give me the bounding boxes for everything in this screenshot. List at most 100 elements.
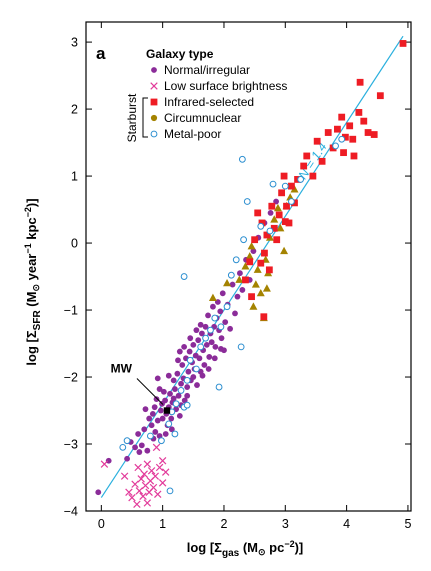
point-low-surface-brightness xyxy=(147,467,156,475)
point-normal-irregular xyxy=(95,489,102,496)
point-metal-poor xyxy=(197,343,205,351)
point-normal-irregular xyxy=(196,355,203,362)
point-circumnuclear xyxy=(253,265,262,273)
point-infrared-selected xyxy=(260,313,268,321)
point-infrared-selected xyxy=(258,219,266,227)
plot-frame xyxy=(85,21,412,512)
x-axis-title: log [Σgas (M⊙ pc−2)] xyxy=(187,539,304,559)
point-metal-poor xyxy=(297,176,305,183)
mw-label: MW xyxy=(111,362,133,376)
point-normal-irregular xyxy=(219,290,226,297)
point-infrared-selected xyxy=(248,293,255,301)
point-normal-irregular xyxy=(157,407,164,414)
point-normal-irregular xyxy=(186,348,193,355)
point-normal-irregular xyxy=(151,404,158,411)
point-infrared-selected xyxy=(285,219,293,227)
point-low-surface-brightness-stroke xyxy=(155,463,164,472)
point-infrared-selected xyxy=(376,92,384,100)
legend-title: Galaxy type xyxy=(146,47,214,61)
point-metal-poor xyxy=(240,236,247,244)
y-tick-label: 2 xyxy=(71,103,78,117)
y-tick-label: −1 xyxy=(64,304,78,318)
y-axis-title-prefix: log [Σ xyxy=(24,330,39,365)
legend-marker xyxy=(151,67,157,73)
point-circumnuclear xyxy=(245,252,254,260)
point-normal-irregular xyxy=(199,372,206,379)
point-low-surface-brightness xyxy=(120,472,129,480)
point-low-surface-brightness-stroke xyxy=(134,463,142,472)
point-normal-irregular xyxy=(135,431,142,437)
point-normal-irregular xyxy=(203,341,210,348)
data-points xyxy=(95,40,407,509)
legend-marker xyxy=(150,82,158,90)
point-normal-irregular xyxy=(146,415,153,422)
legend-marker-stroke xyxy=(150,82,158,90)
point-normal-irregular xyxy=(136,449,143,455)
legend-label: Infrared-selected xyxy=(164,95,254,109)
fit-line xyxy=(100,35,404,498)
y-axis-title-suffix: (M xyxy=(24,292,39,311)
point-infrared-selected xyxy=(251,236,259,244)
point-metal-poor xyxy=(332,142,339,150)
point-low-surface-brightness xyxy=(135,487,144,495)
point-normal-irregular xyxy=(237,270,243,277)
point-infrared-selected xyxy=(355,109,363,116)
point-normal-irregular xyxy=(156,386,163,392)
point-infrared-selected xyxy=(349,135,357,143)
point-normal-irregular xyxy=(170,395,177,402)
point-normal-irregular xyxy=(232,310,238,317)
point-normal-irregular xyxy=(184,392,191,399)
point-normal-irregular xyxy=(176,348,183,355)
point-low-surface-brightness-stroke xyxy=(135,487,144,495)
point-normal-irregular xyxy=(132,444,138,451)
point-metal-poor xyxy=(192,365,200,373)
point-normal-irregular xyxy=(222,319,229,325)
y-tick-label: 0 xyxy=(71,237,78,251)
point-infrared-selected xyxy=(309,172,317,180)
x-tick-label: 4 xyxy=(343,517,350,531)
point-circumnuclear xyxy=(241,262,250,270)
point-normal-irregular xyxy=(205,312,211,319)
point-metal-poor xyxy=(158,437,165,445)
point-circumnuclear xyxy=(270,215,279,223)
point-normal-irregular xyxy=(167,390,173,397)
point-low-surface-brightness-stroke xyxy=(125,488,133,496)
point-low-surface-brightness xyxy=(143,460,152,468)
point-metal-poor xyxy=(171,430,179,438)
point-normal-irregular xyxy=(229,281,236,288)
point-metal-poor xyxy=(269,180,277,188)
point-normal-irregular xyxy=(195,337,202,344)
point-infrared-selected xyxy=(399,40,407,47)
point-infrared-selected xyxy=(334,125,341,133)
point-normal-irregular xyxy=(162,431,169,437)
point-metal-poor xyxy=(338,135,346,143)
point-normal-irregular xyxy=(141,426,148,433)
point-normal-irregular xyxy=(221,347,227,354)
point-low-surface-brightness-stroke xyxy=(151,472,160,480)
point-normal-irregular xyxy=(144,447,151,454)
point-infrared-selected xyxy=(273,236,281,244)
point-infrared-selected xyxy=(340,149,347,157)
point-normal-irregular xyxy=(190,374,197,380)
point-low-surface-brightness xyxy=(149,483,158,492)
point-normal-irregular xyxy=(175,392,182,399)
point-metal-poor xyxy=(215,383,223,391)
point-low-surface-brightness xyxy=(125,488,133,496)
point-infrared-selected xyxy=(257,259,265,267)
y-tick-label: 1 xyxy=(71,170,78,184)
point-metal-poor xyxy=(227,271,235,279)
point-infrared-selected xyxy=(265,266,273,274)
point-normal-irregular xyxy=(184,384,191,390)
point-normal-irregular xyxy=(149,410,156,417)
point-normal-irregular xyxy=(168,426,175,433)
x-tick-label: 2 xyxy=(220,517,227,531)
point-metal-poor xyxy=(288,198,295,205)
point-circumnuclear xyxy=(235,275,244,283)
point-normal-irregular xyxy=(175,357,181,364)
point-normal-irregular xyxy=(172,386,178,392)
point-low-surface-brightness xyxy=(143,499,152,507)
point-low-surface-brightness-stroke xyxy=(140,470,148,478)
point-infrared-selected xyxy=(318,157,326,165)
point-low-surface-brightness xyxy=(100,460,109,468)
point-low-surface-brightness-stroke xyxy=(143,499,152,507)
